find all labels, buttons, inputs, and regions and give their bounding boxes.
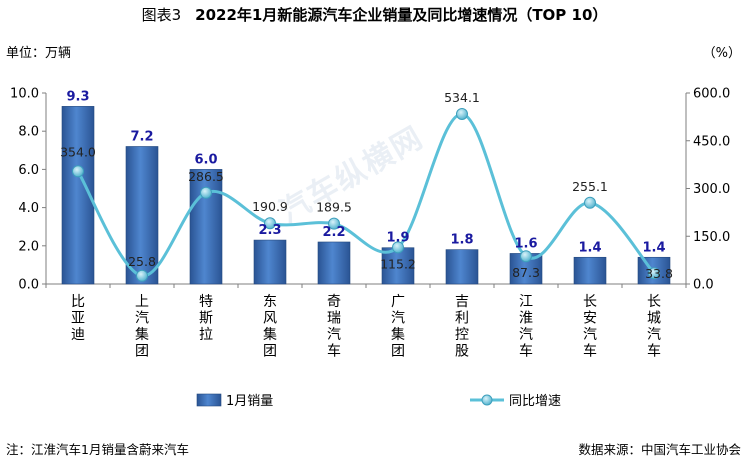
left-tick-label: 0.0: [18, 278, 39, 293]
bar-value-label: 9.3: [66, 89, 89, 104]
bar: [445, 249, 479, 285]
right-unit-label: （%）: [702, 46, 741, 61]
growth-value-label: 354.0: [60, 144, 96, 159]
growth-value-label: 286.5: [188, 169, 224, 184]
bar-value-label: 2.2: [322, 225, 345, 240]
bar-value-label: 2.3: [258, 223, 281, 238]
growth-value-label: 87.3: [512, 265, 540, 280]
category-label: 吉利控股: [455, 294, 469, 360]
bar: [253, 239, 287, 285]
growth-value-label: 189.5: [316, 200, 352, 215]
right-tick-label: 0.0: [693, 278, 714, 293]
bar-value-label: 7.2: [130, 129, 153, 144]
left-tick-label: 6.0: [18, 163, 39, 178]
left-unit-label: 单位：万辆: [6, 46, 72, 61]
growth-line: [76, 112, 656, 278]
category-label: 长安汽车: [583, 294, 597, 360]
category-label: 长城汽车: [647, 294, 661, 360]
growth-value-label: 190.9: [252, 199, 288, 214]
left-tick-label: 2.0: [18, 239, 39, 254]
legend-bar-swatch: [196, 393, 222, 407]
bar-value-label: 6.0: [194, 152, 217, 167]
growth-point: [264, 217, 276, 230]
growth-point: [328, 217, 340, 230]
growth-point: [200, 186, 212, 199]
category-label: 江淮汽车: [519, 294, 533, 360]
growth-value-label: 33.8: [645, 266, 673, 281]
title-text: 2022年1月新能源汽车企业销量及同比增速情况（TOP 10）: [195, 6, 608, 24]
growth-value-label: 534.1: [444, 90, 480, 105]
data-source: 数据来源：中国汽车工业协会: [578, 442, 741, 457]
bar: [317, 241, 351, 285]
growth-point: [584, 196, 596, 209]
category-label: 特斯拉: [199, 294, 213, 343]
growth-point: [520, 250, 532, 263]
legend-line-label: 同比增速: [509, 394, 561, 409]
legend-bar-label: 1月销量: [226, 394, 273, 409]
growth-point: [456, 107, 468, 120]
footnote: 注：江淮汽车1月销量含蔚来汽车: [6, 442, 189, 457]
right-tick-label: 450.0: [693, 134, 730, 149]
left-tick-label: 10.0: [10, 87, 39, 102]
right-tick-label: 600.0: [693, 87, 730, 102]
bar-value-label: 1.9: [386, 231, 409, 246]
figure-label: 图表3: [141, 6, 182, 24]
bar: [125, 146, 159, 285]
growth-point: [392, 241, 404, 254]
bar: [189, 169, 223, 285]
chart-title: 图表3 2022年1月新能源汽车企业销量及同比增速情况（TOP 10）: [0, 4, 749, 25]
bar-value-label: 1.4: [578, 240, 601, 255]
bar-value-label: 1.6: [514, 236, 537, 251]
right-tick-label: 300.0: [693, 182, 730, 197]
category-label: 广汽集团: [391, 294, 405, 360]
left-tick-label: 4.0: [18, 201, 39, 216]
growth-value-label: 115.2: [380, 256, 416, 271]
growth-value-label: 25.8: [128, 254, 156, 269]
left-tick-label: 8.0: [18, 125, 39, 140]
bar: [573, 256, 607, 285]
category-label: 奇瑞汽车: [327, 293, 341, 360]
legend-line-marker: [481, 394, 493, 406]
category-label: 上汽集团: [135, 294, 149, 360]
growth-point: [72, 165, 84, 178]
bar-value-label: 1.8: [450, 233, 473, 248]
growth-value-label: 255.1: [572, 179, 608, 194]
category-label: 比亚迪: [71, 294, 85, 343]
right-tick-label: 150.0: [693, 230, 730, 245]
growth-point: [136, 269, 148, 282]
bar-value-label: 1.4: [642, 240, 665, 255]
bar: [381, 247, 415, 285]
category-label: 东风集团: [263, 294, 277, 360]
growth-point: [648, 267, 660, 280]
